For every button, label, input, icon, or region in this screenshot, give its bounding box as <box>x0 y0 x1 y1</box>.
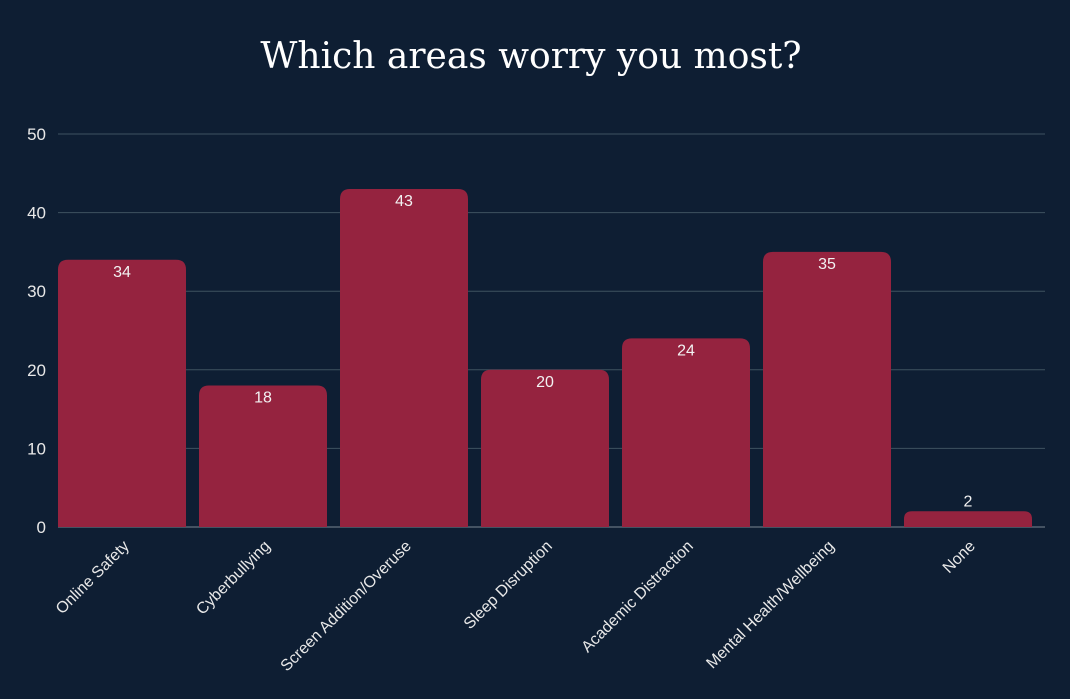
bars <box>58 189 1032 527</box>
x-tick-label-6: None <box>940 538 979 577</box>
bar-mental-health-wellbeing <box>763 251 891 527</box>
data-label-1: 18 <box>254 390 272 407</box>
x-tick-label-4: Academic Distraction <box>579 538 697 656</box>
x-tick-label-1: Cyberbullying <box>193 538 274 619</box>
x-tick-label-5: Mental Health/Wellbeing <box>703 538 837 672</box>
bar-academic-distraction <box>622 338 750 527</box>
x-axis-ticks: Online Safety Cyberbullying Screen Additio… <box>53 538 979 675</box>
data-labels: 34 18 43 20 24 35 2 <box>113 193 972 510</box>
data-label-0: 34 <box>113 264 131 281</box>
bar-none <box>904 511 1032 527</box>
x-tick-label-2: Screen Addition/Overuse <box>278 538 415 675</box>
y-tick-label-0: 0 <box>37 518 46 537</box>
x-tick-label-0: Online Safety <box>53 538 133 618</box>
data-label-2: 43 <box>395 193 413 210</box>
y-tick-label-10: 10 <box>27 439 46 458</box>
bar-sleep-disruption <box>481 369 609 527</box>
bar-screen-addition-overuse <box>340 189 468 527</box>
y-axis-ticks: 0 10 20 30 40 50 <box>27 125 46 537</box>
y-tick-label-30: 30 <box>27 282 46 301</box>
y-tick-label-50: 50 <box>27 125 46 144</box>
data-label-5: 35 <box>818 256 836 273</box>
x-tick-label-3: Sleep Disruption <box>461 538 556 633</box>
data-label-3: 20 <box>536 374 554 391</box>
y-tick-label-40: 40 <box>27 204 46 223</box>
chart-title: Which areas worry you most? <box>260 36 801 77</box>
bar-online-safety <box>58 259 186 527</box>
bar-cyberbullying <box>199 385 327 527</box>
y-tick-label-20: 20 <box>27 361 46 380</box>
data-label-6: 2 <box>964 493 973 510</box>
data-label-4: 24 <box>677 342 695 359</box>
